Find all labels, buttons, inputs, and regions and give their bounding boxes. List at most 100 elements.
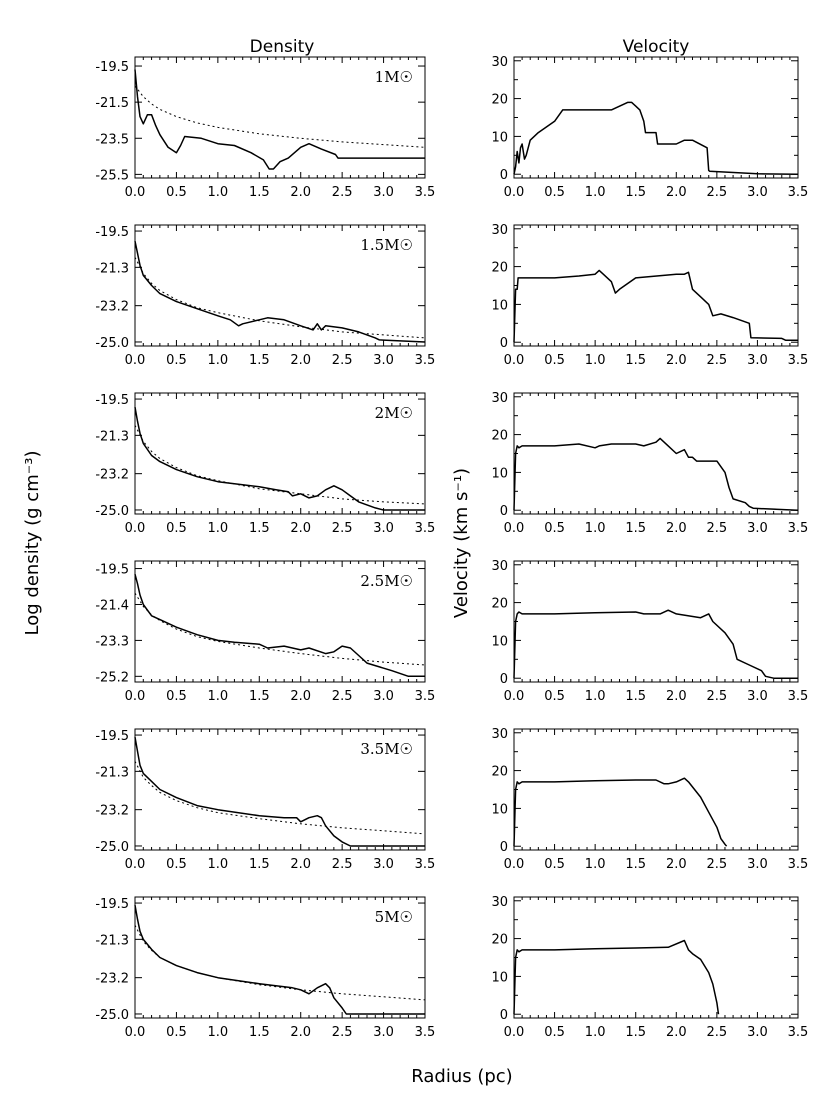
x-tick-label: 3.0 (373, 857, 394, 872)
mass-value: 1 (375, 68, 385, 86)
y-tick-label: 30 (491, 727, 508, 742)
y-tick-label: -19.5 (95, 897, 129, 912)
y-tick-label: -19.5 (95, 393, 129, 408)
y-tick-label: 0 (500, 672, 508, 687)
mass-label: 2M☉ (375, 404, 413, 422)
x-tick-label: 0.5 (544, 689, 565, 704)
x-tick-label: 2.5 (332, 521, 353, 536)
x-tick-label: 0.5 (544, 185, 565, 200)
x-tick-label: 0.5 (544, 521, 565, 536)
y-tick-label: 20 (491, 93, 508, 108)
x-tick-label: 2.5 (332, 857, 353, 872)
y-tick-label: -23.2 (95, 300, 129, 315)
x-tick-label: 3.5 (788, 521, 809, 536)
x-tick-label: 1.0 (585, 857, 606, 872)
x-tick-label: 1.5 (625, 1025, 646, 1040)
x-tick-label: 1.5 (625, 353, 646, 368)
x-tick-label: 1.0 (208, 521, 229, 536)
x-tick-label: 1.5 (625, 185, 646, 200)
y-tick-label: -21.5 (95, 96, 129, 111)
mass-value: 1.5 (360, 236, 384, 254)
x-tick-label: 3.0 (373, 353, 394, 368)
velocity-frame (513, 896, 799, 1019)
x-tick-label: 2.0 (666, 689, 687, 704)
y-tick-label: -19.5 (95, 225, 129, 240)
y-tick-label: 0 (500, 168, 508, 183)
density-panel-6: 0.0 0.5 1.0 1.5 2.0 2.5 3.0 3.5 -19.5 -21.3 -23.2 -… (95, 896, 435, 1040)
x-tick-label: 3.5 (788, 1025, 809, 1040)
x-tick-label: 3.5 (788, 185, 809, 200)
x-tick-label: 0.5 (166, 689, 187, 704)
density-reference-line (134, 592, 426, 666)
y-tick-label: -25.0 (95, 840, 129, 855)
chart-panels: 0.0 0.5 1.0 1.5 2.0 2.5 3.0 3.5 -19.5 -21.5 -23.5 -… (95, 55, 808, 1040)
x-tick-label: 2.0 (290, 521, 311, 536)
density-reference-line (134, 425, 426, 505)
mass-label: 3.5M☉ (360, 740, 413, 758)
density-simulation-line (134, 736, 425, 847)
density-frame (134, 224, 426, 347)
y-tick-label: -23.5 (95, 132, 129, 147)
x-tick-label: 2.5 (332, 689, 353, 704)
y-tick-label: -23.3 (95, 634, 129, 649)
mass-unit: M☉ (384, 236, 413, 254)
x-tick-label: 0.5 (166, 857, 187, 872)
mass-value: 2.5 (360, 572, 384, 590)
density-reference-line (134, 85, 426, 148)
x-tick-label: 0.0 (125, 689, 146, 704)
x-tick-label: 0.5 (544, 1025, 565, 1040)
x-tick-label: 0.0 (504, 857, 525, 872)
x-tick-label: 1.0 (585, 185, 606, 200)
x-tick-label: 1.0 (585, 353, 606, 368)
x-tick-label: 2.5 (332, 1025, 353, 1040)
y-tick-label: 10 (491, 634, 508, 649)
y-tick-label: -19.5 (95, 563, 129, 578)
density-panel-1: 0.0 0.5 1.0 1.5 2.0 2.5 3.0 3.5 -19.5 -21.5 -23.5 -… (95, 56, 435, 200)
x-tick-label: 3.5 (415, 689, 436, 704)
mass-unit: M☉ (384, 908, 413, 926)
y-tick-label: 10 (491, 130, 508, 145)
x-tick-label: 1.5 (249, 857, 270, 872)
x-tick-label: 1.0 (208, 185, 229, 200)
density-frame (134, 728, 426, 851)
y-tick-label: -25.5 (95, 168, 129, 183)
y-tick-label: -19.5 (95, 60, 129, 75)
x-tick-label: 1.0 (208, 857, 229, 872)
density-frame (134, 56, 426, 179)
mass-value: 2 (375, 404, 385, 422)
x-tick-label: 1.0 (208, 353, 229, 368)
x-tick-label: 3.5 (788, 353, 809, 368)
x-tick-label: 2.5 (707, 689, 728, 704)
velocity-simulation-line (513, 269, 798, 343)
mass-unit: M☉ (384, 404, 413, 422)
x-tick-label: 3.5 (788, 857, 809, 872)
x-tick-label: 3.0 (747, 689, 768, 704)
x-tick-label: 0.0 (125, 1025, 146, 1040)
y-tick-label: -25.0 (95, 336, 129, 351)
y-tick-label: 20 (491, 429, 508, 444)
y-tick-label: 0 (500, 1008, 508, 1023)
x-tick-label: 3.0 (373, 1025, 394, 1040)
y-tick-label: 30 (491, 559, 508, 574)
x-tick-label: 1.5 (249, 1025, 270, 1040)
x-tick-label: 2.5 (332, 353, 353, 368)
mass-unit: M☉ (384, 740, 413, 758)
velocity-frame (513, 728, 799, 851)
y-tick-label: -23.2 (95, 972, 129, 987)
y-tick-label: -21.4 (95, 598, 129, 613)
y-tick-label: 0 (500, 336, 508, 351)
x-tick-label: 3.0 (373, 689, 394, 704)
x-tick-label: 1.5 (625, 857, 646, 872)
velocity-frame (513, 560, 799, 683)
x-tick-label: 2.0 (666, 185, 687, 200)
velocity-panel-6: 0.0 0.5 1.0 1.5 2.0 2.5 3.0 3.5 0 10 20 30 (491, 895, 808, 1040)
y-tick-label: 20 (491, 261, 508, 276)
y-tick-label: -19.5 (95, 729, 129, 744)
x-tick-label: 2.5 (707, 353, 728, 368)
y-tick-label: 30 (491, 223, 508, 238)
velocity-panel-4: 0.0 0.5 1.0 1.5 2.0 2.5 3.0 3.5 0 10 20 30 (491, 559, 808, 704)
x-tick-label: 1.5 (625, 689, 646, 704)
velocity-frame (513, 224, 799, 347)
mass-value: 3.5 (360, 740, 384, 758)
x-tick-label: 2.0 (290, 689, 311, 704)
